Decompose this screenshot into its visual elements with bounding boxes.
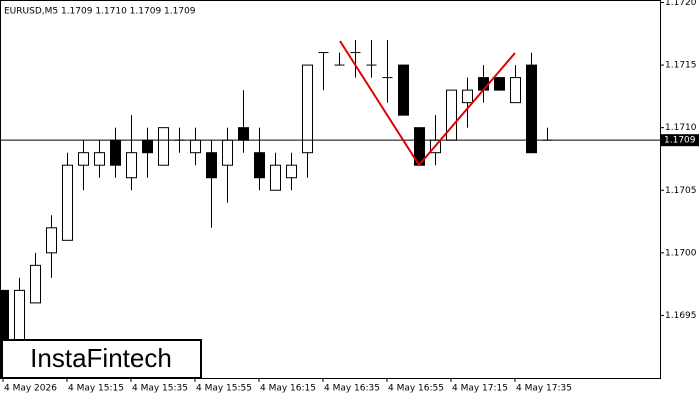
- watermark: InstaFintech: [30, 343, 172, 373]
- candle-body: [254, 152, 265, 179]
- pattern-line: [339, 40, 516, 167]
- plot-frame: [0, 0, 661, 379]
- chart-title: EURUSD,M5 1.1709 1.1710 1.1709 1.1709: [4, 7, 196, 17]
- price-label-bg: [661, 134, 699, 147]
- candle-body: [526, 64, 537, 154]
- x-tick-label: 4 May 16:55: [388, 384, 444, 394]
- price-label: 1.1709: [664, 136, 696, 146]
- plot-area: 1.1720 1.1715 1.1710 1.1705 1.1700 1.1695 4 Ma…: [0, 0, 699, 394]
- candle-body: [270, 164, 281, 191]
- y-tick-label: 1.1715: [665, 61, 697, 71]
- candle-body: [238, 127, 249, 141]
- candle-body: [142, 139, 153, 154]
- x-tick-label: 4 May 15:15: [68, 384, 124, 394]
- candle-body: [510, 77, 521, 104]
- candle-body: [78, 152, 89, 166]
- x-tick-label: 4 May 2026: [4, 384, 57, 394]
- candle-body: [30, 264, 41, 304]
- candle-body: [398, 64, 409, 116]
- candle-body: [206, 152, 217, 179]
- watermark-box: [1, 339, 202, 379]
- candle-body: [158, 127, 169, 166]
- y-tick-label: 1.1705: [665, 186, 697, 196]
- candle-body: [286, 164, 297, 179]
- x-tick-label: 4 May 17:35: [516, 384, 572, 394]
- candle-body: [222, 139, 233, 166]
- candle-body: [494, 77, 505, 91]
- candle-body: [46, 227, 57, 254]
- y-tick-label: 1.1700: [665, 248, 697, 258]
- candle-body: [190, 139, 201, 154]
- candle-body: [62, 164, 73, 241]
- candle-body: [94, 152, 105, 166]
- x-tick-label: 4 May 15:55: [196, 384, 252, 394]
- x-tick-label: 4 May 16:35: [324, 384, 380, 394]
- candle-body: [126, 152, 137, 179]
- y-tick-label: 1.1710: [665, 123, 697, 133]
- x-tick-label: 4 May 15:35: [132, 384, 188, 394]
- candle-body: [302, 64, 313, 154]
- x-tick-label: 4 May 16:15: [260, 384, 316, 394]
- candle-body: [462, 89, 473, 104]
- candle-body: [110, 139, 121, 166]
- candle-body: [0, 289, 9, 341]
- candle-body: [14, 289, 25, 341]
- x-tick-label: 4 May 17:15: [452, 384, 508, 394]
- y-tick-label: 1.1720: [665, 0, 697, 8]
- y-tick-label: 1.1695: [665, 311, 697, 321]
